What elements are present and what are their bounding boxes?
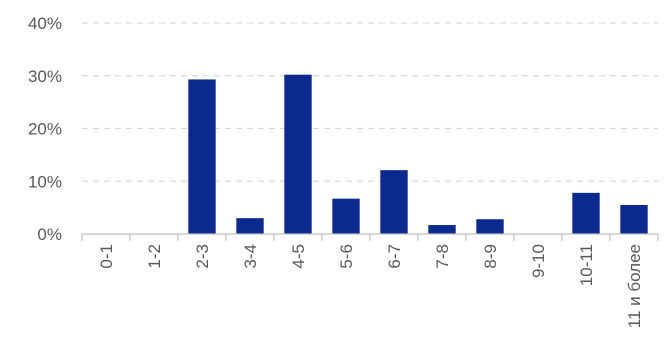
y-axis-ticks: 0% 10% 20% 30% 40% bbox=[28, 14, 62, 244]
x-tick-label: 11 и более bbox=[625, 244, 644, 328]
x-tick-label: 3-4 bbox=[241, 244, 260, 269]
bar bbox=[572, 192, 600, 234]
bar bbox=[428, 225, 456, 234]
x-tick-label: 10-11 bbox=[577, 244, 596, 286]
x-tick-label: 0-1 bbox=[97, 244, 116, 269]
bar bbox=[236, 218, 264, 234]
bar bbox=[620, 204, 648, 234]
x-tick-label: 8-9 bbox=[481, 244, 500, 269]
x-tick-label: 5-6 bbox=[337, 244, 356, 269]
x-tick-label: 2-3 bbox=[193, 244, 212, 269]
x-tick-label: 7-8 bbox=[433, 244, 452, 269]
x-axis-ticks: 0-1 1-2 2-3 3-4 4-5 5-6 6-7 7-8 8-9 9-10 10-11 11 и… bbox=[97, 244, 644, 328]
bar bbox=[476, 219, 504, 234]
y-tick-label: 40% bbox=[28, 14, 62, 33]
x-axis bbox=[81, 233, 659, 241]
x-tick-label: 4-5 bbox=[289, 244, 308, 269]
y-tick-label: 30% bbox=[28, 67, 62, 86]
x-tick-label: 6-7 bbox=[385, 244, 404, 269]
bar bbox=[188, 79, 216, 234]
bars bbox=[188, 74, 648, 234]
y-tick-label: 0% bbox=[37, 225, 62, 244]
y-tick-label: 10% bbox=[28, 172, 62, 191]
x-tick-label: 9-10 bbox=[529, 244, 548, 278]
grid-lines bbox=[82, 22, 658, 182]
y-tick-label: 20% bbox=[28, 120, 62, 139]
x-tick-label: 1-2 bbox=[145, 244, 164, 269]
bar bbox=[332, 198, 360, 234]
bar bbox=[380, 170, 408, 234]
bar bbox=[284, 74, 312, 234]
